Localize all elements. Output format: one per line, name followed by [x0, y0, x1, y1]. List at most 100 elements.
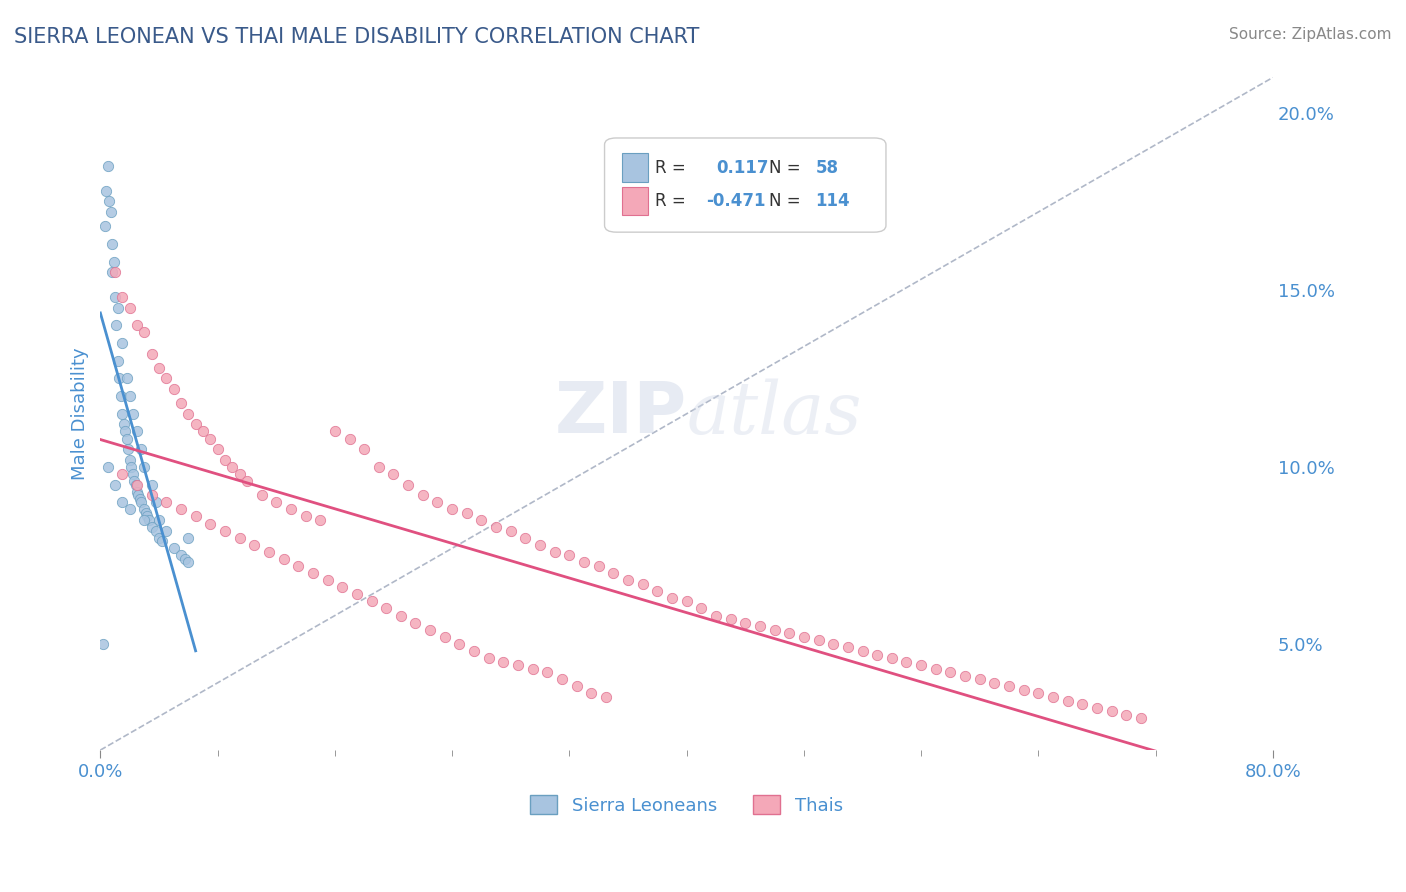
Sierra Leoneans [104, 477, 127, 491]
Thais [191, 425, 214, 439]
Sierra Leoneans [141, 477, 163, 491]
Thais [257, 545, 280, 559]
Thais [551, 673, 574, 687]
Thais [330, 580, 353, 594]
Text: atlas: atlas [686, 378, 862, 449]
Thais [382, 467, 405, 481]
Thais [866, 648, 889, 662]
Sierra Leoneans [117, 442, 139, 457]
Sierra Leoneans [111, 495, 134, 509]
Text: ZIP: ZIP [554, 379, 686, 449]
Thais [1028, 686, 1050, 700]
Sierra Leoneans [118, 452, 141, 467]
Thais [118, 301, 141, 315]
Thais [214, 452, 236, 467]
Thais [499, 524, 522, 538]
Thais [837, 640, 859, 655]
Thais [111, 467, 134, 481]
Sierra Leoneans [141, 520, 163, 534]
Thais [280, 502, 302, 516]
Thais [426, 495, 449, 509]
Thais [433, 630, 456, 644]
FancyBboxPatch shape [605, 138, 886, 232]
Thais [339, 432, 361, 446]
Thais [478, 651, 501, 665]
Sierra Leoneans [101, 236, 124, 251]
Sierra Leoneans [104, 290, 127, 304]
Sierra Leoneans [136, 509, 159, 524]
Thais [200, 432, 222, 446]
Text: 114: 114 [815, 192, 851, 211]
Thais [221, 459, 243, 474]
Sierra Leoneans [145, 524, 167, 538]
Sierra Leoneans [111, 335, 134, 350]
Sierra Leoneans [118, 502, 141, 516]
Thais [412, 488, 434, 502]
Thais [939, 665, 962, 680]
Sierra Leoneans [162, 541, 184, 556]
Thais [200, 516, 222, 531]
Sierra Leoneans [148, 513, 170, 527]
Thais [969, 673, 991, 687]
Thais [485, 520, 508, 534]
Sierra Leoneans [91, 637, 114, 651]
Thais [647, 583, 669, 598]
Thais [983, 675, 1005, 690]
Sierra Leoneans [125, 484, 148, 499]
Sierra Leoneans [124, 477, 146, 491]
Thais [375, 601, 398, 615]
Text: SIERRA LEONEAN VS THAI MALE DISABILITY CORRELATION CHART: SIERRA LEONEAN VS THAI MALE DISABILITY C… [14, 27, 699, 46]
Thais [141, 488, 163, 502]
Thais [602, 566, 624, 580]
Thais [155, 495, 177, 509]
Thais [631, 576, 654, 591]
Thais [704, 608, 727, 623]
Thais [214, 524, 236, 538]
Thais [302, 566, 325, 580]
Sierra Leoneans [97, 159, 120, 173]
Thais [316, 573, 339, 587]
Thais [155, 371, 177, 385]
Thais [595, 690, 617, 704]
Text: Source: ZipAtlas.com: Source: ZipAtlas.com [1229, 27, 1392, 42]
Thais [287, 559, 309, 574]
Thais [228, 467, 250, 481]
Sierra Leoneans [101, 265, 124, 279]
Sierra Leoneans [107, 301, 129, 315]
Thais [851, 644, 873, 658]
Thais [572, 556, 595, 570]
Thais [1115, 707, 1137, 722]
Sierra Leoneans [121, 467, 143, 481]
Sierra Leoneans [174, 552, 197, 566]
Sierra Leoneans [155, 524, 177, 538]
Sierra Leoneans [100, 205, 122, 219]
Sierra Leoneans [131, 495, 153, 509]
Thais [588, 559, 610, 574]
Thais [1101, 704, 1123, 718]
Sierra Leoneans [94, 219, 117, 234]
Sierra Leoneans [134, 502, 156, 516]
FancyBboxPatch shape [621, 153, 648, 182]
Sierra Leoneans [105, 318, 128, 333]
Sierra Leoneans [115, 371, 138, 385]
Thais [998, 679, 1021, 693]
Thais [367, 459, 389, 474]
Thais [529, 538, 551, 552]
Sierra Leoneans [115, 432, 138, 446]
Thais [456, 506, 478, 520]
Sierra Leoneans [134, 459, 156, 474]
Sierra Leoneans [125, 425, 148, 439]
Legend: Sierra Leoneans, Thais: Sierra Leoneans, Thais [523, 788, 851, 822]
Thais [1042, 690, 1064, 704]
Thais [778, 626, 800, 640]
Sierra Leoneans [131, 442, 153, 457]
Thais [243, 538, 266, 552]
Sierra Leoneans [170, 549, 193, 563]
Sierra Leoneans [97, 459, 120, 474]
Sierra Leoneans [112, 417, 135, 432]
Sierra Leoneans [114, 425, 136, 439]
Thais [170, 396, 193, 410]
Thais [111, 290, 134, 304]
Thais [896, 655, 918, 669]
Thais [522, 662, 544, 676]
